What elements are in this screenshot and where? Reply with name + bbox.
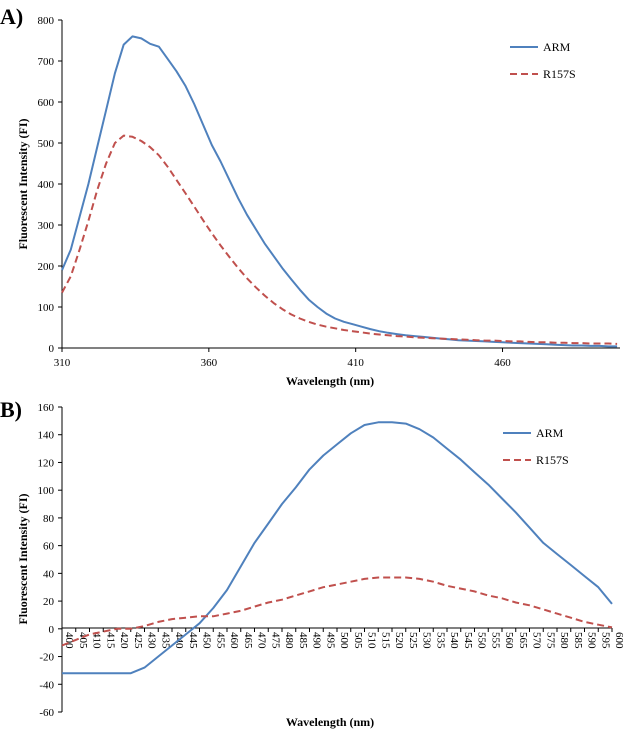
panel-b-y-tick-label: 40: [43, 568, 55, 580]
panel-b-x-tick-label: 450: [201, 632, 213, 649]
panel-b-x-tick-label: 425: [132, 632, 144, 649]
panel-b-x-tick-label: 600: [613, 632, 623, 649]
panel-a-y-tick-label: 300: [38, 220, 55, 232]
panel-a-x-tick-label: 310: [54, 357, 71, 369]
panel-b-x-tick-label: 590: [586, 632, 598, 649]
panel-b-label: B): [0, 397, 22, 422]
panel-b-x-tick-label: 545: [462, 632, 474, 649]
panel-b-x-tick-label: 510: [366, 632, 378, 649]
panel-a-label: A): [0, 4, 23, 29]
panel-b-x-tick-label: 520: [393, 632, 405, 649]
panel-a-y-tick-label: 600: [38, 97, 55, 109]
panel-b-x-tick-label: 565: [517, 632, 529, 649]
panel-a-legend-r157s-label: R157S: [543, 67, 576, 81]
panel-b-y-tick-label: 0: [49, 624, 55, 636]
panel-a-y-tick-label: 800: [38, 15, 55, 27]
panel-b-x-tick-label: 505: [352, 632, 364, 649]
panel-b-x-tick-label: 470: [256, 632, 268, 649]
panel-b-x-tick-label: 575: [544, 632, 556, 649]
panel-b-x-tick-label: 490: [311, 632, 323, 649]
panel-b-y-axis-title: Fluorescent Intensity (FI): [16, 493, 30, 624]
panel-b-x-tick-label: 475: [269, 632, 281, 649]
panel-a-y-tick-label: 400: [38, 179, 55, 191]
panel-b-y-tick-label: 20: [43, 596, 55, 608]
panel-a-series-r157s-line: [61, 134, 618, 345]
panel-b-y-tick-label: 80: [43, 513, 55, 525]
panel-b-x-tick-label: 560: [503, 632, 515, 649]
panel-a-y-tick-label: 500: [38, 138, 55, 150]
panel-b-x-tick-label: 460: [228, 632, 240, 649]
panel-b-x-tick-label: 495: [324, 632, 336, 649]
panel-b-x-tick-label: 515: [379, 632, 391, 649]
panel-a-legend: ARM R157S: [510, 40, 576, 81]
panel-b-x-tick-label: 465: [242, 632, 254, 649]
panel-b-x-tick-label: 585: [572, 632, 584, 649]
panel-b-legend: ARM R157S: [503, 426, 569, 467]
panel-b-x-axis-title: Wavelength (nm): [286, 715, 374, 729]
panel-b-y-tick-label: 60: [43, 541, 55, 553]
panel-b-x-tick-label: 500: [338, 632, 350, 649]
panel-a-y-axis-title: Fluorescent Intensity (FI): [16, 118, 30, 249]
panel-b-y-tick-label: 140: [38, 430, 55, 442]
panel-b-y-tick-label: 100: [38, 485, 55, 497]
panel-b-x-tick-label: 415: [104, 632, 116, 649]
panel-a-legend-arm-label: ARM: [543, 40, 571, 54]
panel-b-x-tick-label: 485: [297, 632, 309, 649]
panel-b-y-tick-label: -60: [39, 707, 54, 719]
panel-a-y-tick-label: 100: [38, 302, 55, 314]
panel-b-x-tick-label: 420: [118, 632, 130, 649]
panel-b-y-tick-label: -40: [39, 679, 54, 691]
panel-b-legend-arm-label: ARM: [536, 426, 564, 440]
panel-a-y-tick-label: 200: [38, 261, 55, 273]
panel-b-legend-r157s-label: R157S: [536, 453, 569, 467]
panel-a-x-tick-label: 460: [494, 357, 511, 369]
panel-b-x-tick-label: 435: [159, 632, 171, 649]
panel-a-y-tick-label: 700: [38, 56, 55, 68]
panel-b-x-tick-label: 540: [448, 632, 460, 649]
panel-b-series-arm-line: [62, 421, 613, 675]
panel-a-x-tick-label: 410: [347, 357, 364, 369]
panel-b-y-tick-label: 120: [38, 457, 55, 469]
panel-b-x-tick-label: 570: [531, 632, 543, 649]
panel-b-x-tick-label: 525: [407, 632, 419, 649]
panel-b-y-tick-label: -20: [39, 652, 54, 664]
panel-b-y-tick-label: 160: [38, 402, 55, 414]
panel-b-x-tick-label: 480: [283, 632, 295, 649]
panel-a-x-tick-label: 360: [201, 357, 218, 369]
panel-b-x-tick-label: 555: [489, 632, 501, 649]
chart-panel-a: A) 0 100 200 300 400 500 600 700 800 310 360 410 46…: [0, 4, 620, 388]
panel-b-x-tick-label: 595: [599, 632, 611, 649]
panel-b-x-tick-label: 455: [214, 632, 226, 649]
panel-b-x-tick-label: 530: [421, 632, 433, 649]
panel-b-x-tick-label: 535: [434, 632, 446, 649]
panel-b-x-tick-label: 580: [558, 632, 570, 649]
panel-a-x-axis-title: Wavelength (nm): [286, 374, 374, 388]
panel-b-x-tick-label: 430: [146, 632, 158, 649]
panel-b-x-tick-label: 445: [187, 632, 199, 649]
panel-a-y-tick-label: 0: [49, 343, 55, 355]
panel-a-series-arm-line: [61, 35, 618, 348]
panel-b-x-tick-label: 550: [476, 632, 488, 649]
panel-b-x-tick-label: 410: [91, 632, 103, 649]
